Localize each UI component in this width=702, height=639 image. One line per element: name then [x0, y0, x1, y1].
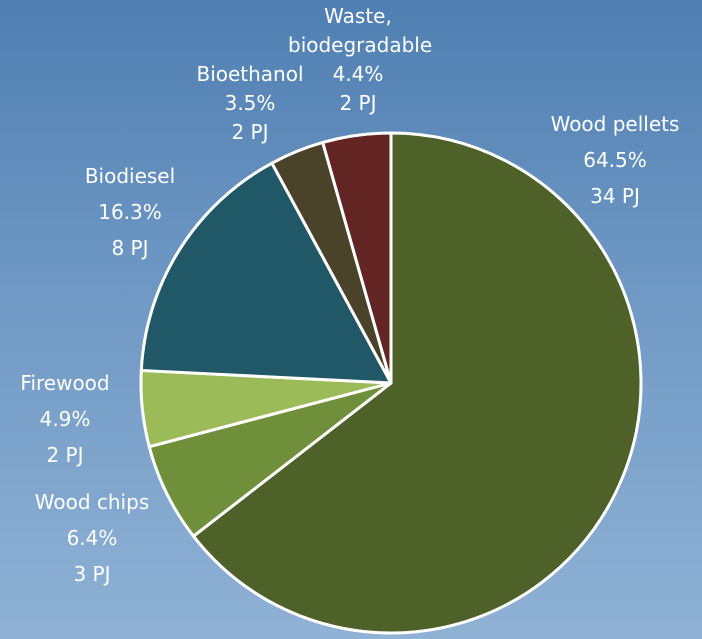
category-label: Biodiesel	[84, 164, 176, 188]
slice-label: Firewood 4.9% 2 PJ	[20, 365, 109, 473]
percent-label: 3.5%	[224, 91, 276, 115]
slice-label: Wood pellets 64.5% 34 PJ	[551, 106, 680, 214]
energy-label: 34 PJ	[590, 184, 640, 208]
slice-label: Waste, biodegradable 4.4% 2 PJ	[288, 2, 433, 118]
energy-label: 2 PJ	[339, 91, 377, 115]
category-label: Bioethanol	[196, 62, 304, 86]
energy-label: 8 PJ	[111, 236, 149, 260]
pie-slice	[139, 161, 393, 385]
slice-label: Bioethanol 3.5% 2 PJ	[196, 60, 303, 147]
percent-label: 64.5%	[583, 148, 647, 172]
category-label: Wood pellets	[550, 112, 680, 136]
category-label: Waste, biodegradable	[288, 4, 433, 57]
percent-label: 16.3%	[98, 200, 162, 224]
percent-label: 4.9%	[39, 407, 91, 431]
percent-label: 4.4%	[332, 62, 384, 86]
slice-label: Biodiesel 16.3% 8 PJ	[85, 158, 175, 266]
slice-label: Wood chips 6.4% 3 PJ	[35, 484, 149, 592]
category-label: Wood chips	[34, 490, 150, 514]
energy-label: 2 PJ	[46, 443, 84, 467]
energy-label: 3 PJ	[73, 562, 111, 586]
energy-label: 2 PJ	[231, 120, 269, 144]
pie-slice	[191, 131, 643, 635]
category-label: Firewood	[20, 371, 110, 395]
percent-label: 6.4%	[66, 526, 118, 550]
pie-slice	[321, 131, 393, 385]
